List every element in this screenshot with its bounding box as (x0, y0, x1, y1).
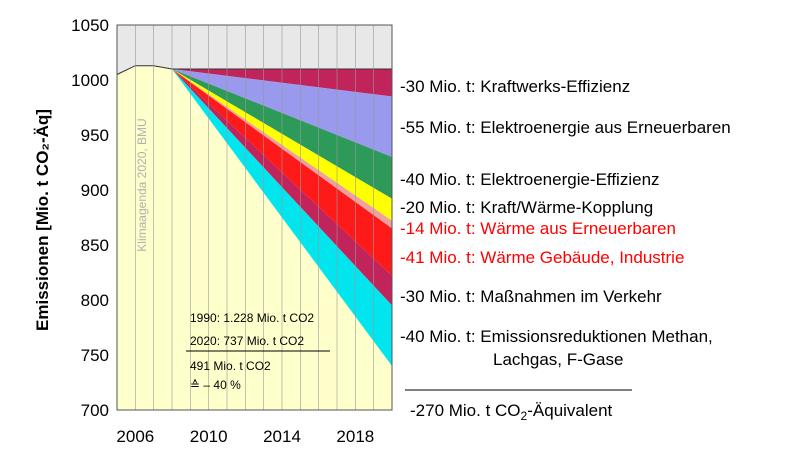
y-tick-label: 850 (81, 236, 109, 255)
y-tick-label: 900 (81, 181, 109, 200)
x-tick-label: 2018 (336, 427, 374, 446)
info-line-percent: ≙ – 40 % (190, 378, 241, 392)
reduction-label: -20 Mio. t: Kraft/Wärme-Kopplung (400, 198, 653, 217)
y-axis: 1050 1000 950 900 850 800 750 700 (71, 16, 109, 420)
total-subscript: 2 (521, 409, 528, 423)
x-tick-label: 2014 (263, 427, 301, 446)
watermark: Klimaagenda 2020, BMU (135, 118, 149, 251)
info-line-2020: 2020: 737 Mio. t CO2 (190, 334, 304, 348)
y-tick-label: 750 (81, 346, 109, 365)
reduction-label: Lachgas, F-Gase (493, 350, 623, 369)
reduction-label: -41 Mio. t: Wärme Gebäude, Industrie (400, 248, 684, 267)
y-tick-label: 800 (81, 291, 109, 310)
y-tick-label: 1000 (71, 71, 109, 90)
plot-frame (116, 24, 393, 411)
info-line-total: 491 Mio. t CO2 (190, 359, 271, 373)
info-box: 1990: 1.228 Mio. t CO2 2020: 737 Mio. t … (186, 311, 330, 392)
x-axis: 2006 2010 2014 2018 (116, 427, 374, 446)
plot-area (116, 24, 393, 411)
y-axis-label: Emissionen [Mio. t CO₂-Äq] (33, 109, 52, 331)
reduction-label: -40 Mio. t: Emissionsreduktionen Methan, (400, 327, 713, 346)
y-tick-label: 700 (81, 401, 109, 420)
y-tick-label: 1050 (71, 16, 109, 35)
x-tick-label: 2010 (190, 427, 228, 446)
total-suffix: -Äquivalent (527, 401, 612, 420)
reduction-label: -30 Mio. t: Kraftwerks-Effizienz (400, 77, 630, 96)
reduction-annotations: -30 Mio. t: Kraftwerks-Effizienz -55 Mio.… (400, 77, 731, 369)
total-prefix: -270 Mio. t CO (410, 401, 521, 420)
y-tick-label: 950 (81, 126, 109, 145)
reduction-label: -30 Mio. t: Maßnahmen im Verkehr (400, 287, 662, 306)
reduction-label: -40 Mio. t: Elektroenergie-Effizienz (400, 170, 660, 189)
reduction-label: -14 Mio. t: Wärme aus Erneuerbaren (400, 219, 676, 238)
info-line-1990: 1990: 1.228 Mio. t CO2 (190, 311, 314, 325)
reduction-label: -55 Mio. t: Elektroenergie aus Erneuerba… (400, 118, 731, 137)
x-tick-label: 2006 (116, 427, 154, 446)
total-reduction: -270 Mio. t CO2-Äquivalent (410, 401, 613, 423)
